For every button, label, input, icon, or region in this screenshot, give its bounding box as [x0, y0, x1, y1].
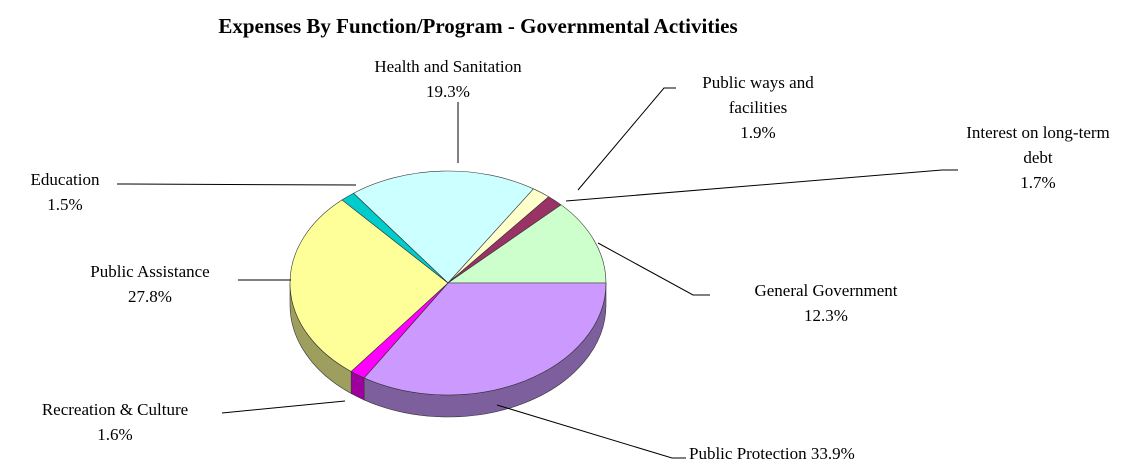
slice-label: Health and Sanitation 19.3% — [328, 54, 568, 104]
category-label: Public Assistance — [90, 262, 210, 281]
slice-label: Recreation & Culture 1.6% — [5, 397, 225, 447]
slice-label: Interest on long-term debt 1.7% — [963, 120, 1113, 195]
slice — [353, 170, 534, 284]
category-label: Health and Sanitation — [374, 57, 522, 76]
value-label: 12.3% — [804, 306, 848, 325]
value-label: 1.7% — [1020, 173, 1056, 192]
value-label: 1.5% — [47, 195, 83, 214]
slice — [363, 282, 607, 396]
slice — [341, 192, 449, 284]
slice-label: Public ways and facilities 1.9% — [673, 70, 843, 145]
leader-line — [597, 242, 710, 296]
value-label: 1.9% — [740, 123, 776, 142]
slice-label: Education 1.5% — [5, 167, 125, 217]
pie-tops — [289, 170, 607, 396]
category-label: Public ways and facilities — [702, 73, 814, 117]
slice — [289, 199, 449, 372]
value-label: 33.9% — [810, 444, 855, 463]
leader-line — [116, 183, 357, 186]
category-label: General Government — [754, 281, 898, 300]
category-label: Recreation & Culture — [41, 400, 189, 419]
leader-line — [577, 87, 676, 191]
value-label: 1.6% — [97, 425, 133, 444]
value-label: 27.8% — [128, 287, 172, 306]
value-label: 19.3% — [426, 82, 470, 101]
category-label: Education — [30, 170, 100, 189]
slice-label: General Government 12.3% — [706, 278, 946, 328]
leader-line — [565, 169, 958, 202]
leader-line — [496, 404, 686, 459]
leader-line — [221, 400, 346, 414]
slice — [447, 204, 607, 284]
chart-title: Expenses By Function/Program - Governmen… — [218, 14, 738, 38]
slice-label: Public Protection 33.9% — [689, 441, 855, 466]
slice-label: Public Assistance 27.8% — [50, 259, 250, 309]
category-label: Interest on long-term debt — [966, 123, 1110, 167]
category-label: Public Protection — [689, 444, 807, 463]
